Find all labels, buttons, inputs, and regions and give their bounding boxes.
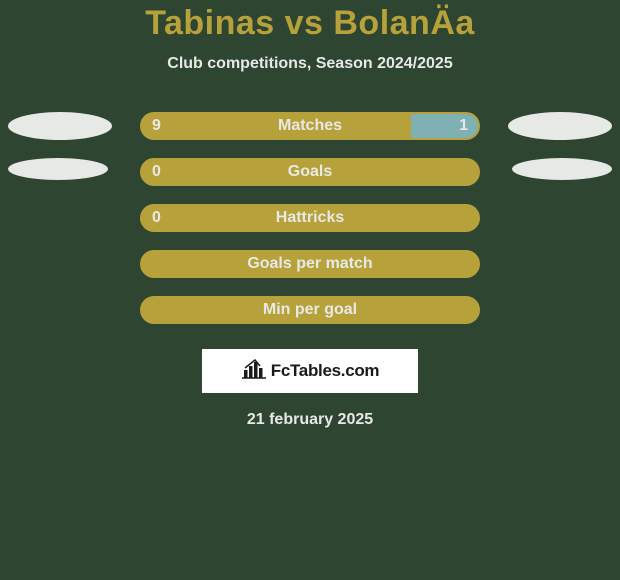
- logo-box: FcTables.com: [202, 349, 418, 393]
- stat-value-right: 1: [459, 117, 468, 135]
- stat-bar: Min per goal: [140, 296, 480, 324]
- page-title: Tabinas vs BolanÄa: [0, 4, 620, 43]
- date-text: 21 february 2025: [0, 411, 620, 429]
- comparison-row: Goals per match: [0, 249, 620, 295]
- stat-label: Min per goal: [263, 301, 357, 319]
- stat-bar: Goals per match: [140, 250, 480, 278]
- stat-value-left: 0: [152, 209, 161, 227]
- stat-bar: Hattricks 0: [140, 204, 480, 232]
- bar-chart-icon: [241, 359, 267, 384]
- stat-label: Matches: [278, 117, 342, 135]
- stat-label: Goals per match: [247, 255, 372, 273]
- stat-label: Goals: [288, 163, 332, 181]
- player-badge-left: [8, 158, 108, 180]
- player-badge-right: [508, 112, 612, 140]
- comparison-row: Min per goal: [0, 295, 620, 341]
- stat-bar: Goals 0: [140, 158, 480, 186]
- stat-bar: Matches 9 1: [140, 112, 480, 140]
- logo-text: FcTables.com: [271, 361, 380, 381]
- stat-label: Hattricks: [276, 209, 344, 227]
- player-badge-right: [512, 158, 612, 180]
- stat-value-left: 9: [152, 117, 161, 135]
- comparison-row: Goals 0: [0, 157, 620, 203]
- player-badge-left: [8, 112, 112, 140]
- chart-background: Tabinas vs BolanÄa Club competitions, Se…: [0, 0, 620, 580]
- stat-value-left: 0: [152, 163, 161, 181]
- subtitle: Club competitions, Season 2024/2025: [0, 55, 620, 73]
- comparison-rows: Matches 9 1 Goals 0 Hattricks 0 Goals per match…: [0, 111, 620, 341]
- comparison-row: Matches 9 1: [0, 111, 620, 157]
- comparison-row: Hattricks 0: [0, 203, 620, 249]
